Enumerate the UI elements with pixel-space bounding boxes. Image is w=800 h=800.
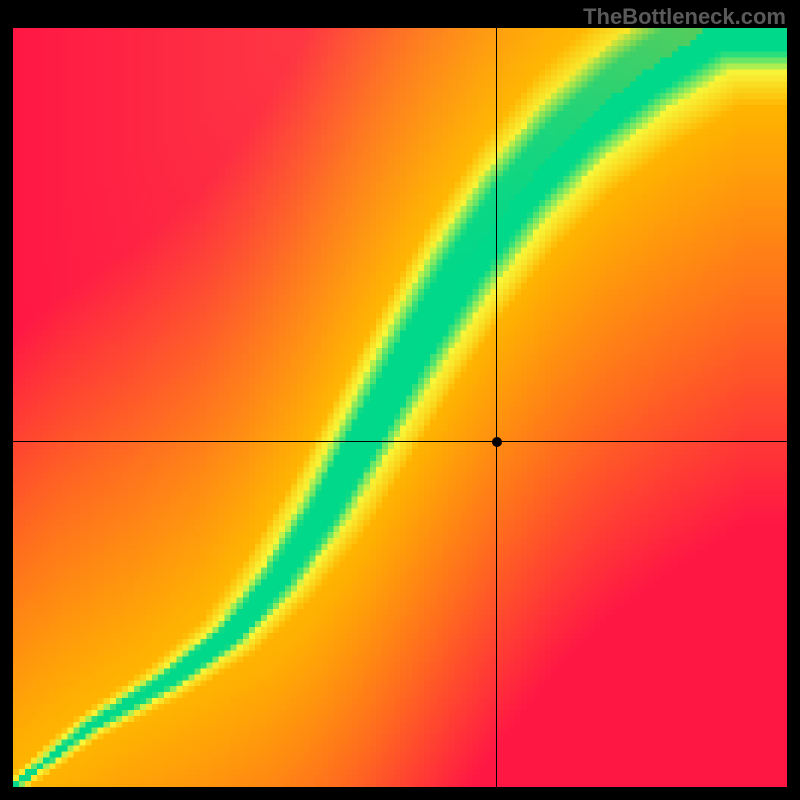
crosshair-marker [492, 437, 502, 447]
crosshair-vertical [496, 28, 497, 787]
crosshair-horizontal [13, 441, 787, 442]
chart-container: TheBottleneck.com [0, 0, 800, 800]
watermark-text: TheBottleneck.com [583, 4, 786, 30]
heatmap-canvas [13, 28, 787, 787]
heatmap-plot [13, 28, 787, 787]
